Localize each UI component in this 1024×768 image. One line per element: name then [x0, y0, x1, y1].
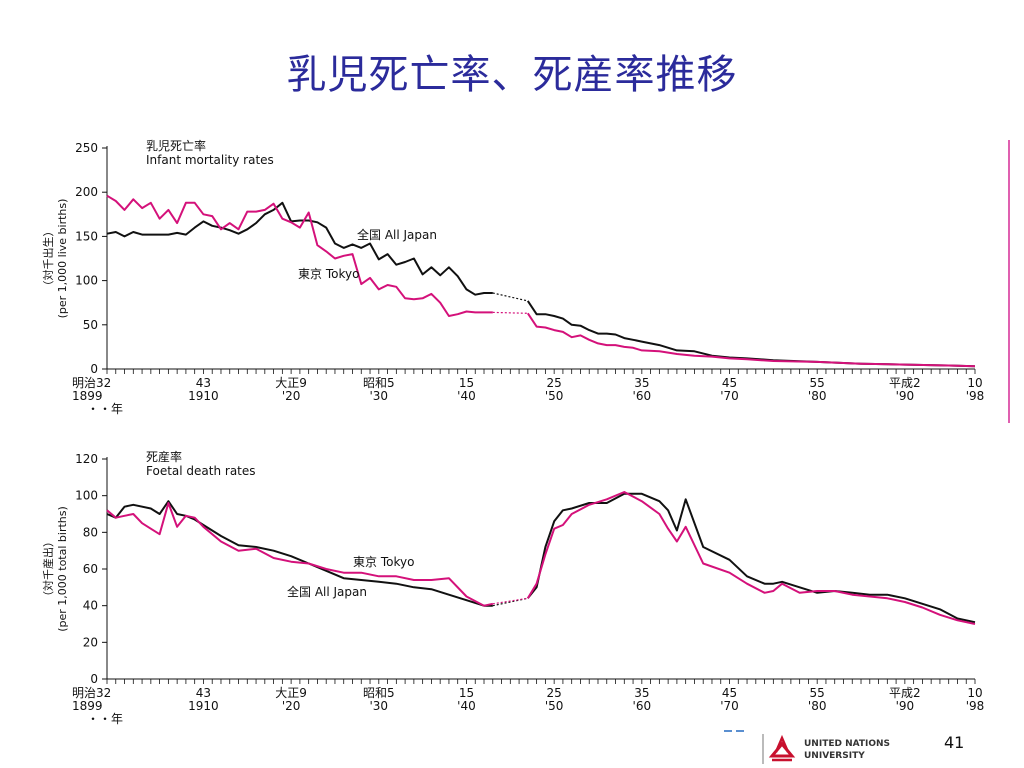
logo-line2: UNIVERSITY: [804, 751, 865, 761]
x-tick-label-era: 昭和5: [363, 686, 395, 700]
accent-bar: [1008, 140, 1010, 423]
all_japan-line-gap: [492, 597, 528, 607]
x-tick-label-year: '50: [545, 389, 564, 403]
x-tick-label-year: '60: [633, 699, 652, 713]
all_japan-line-prewar: [106, 500, 493, 607]
y-axis-label-en: (per 1,000 live births): [56, 199, 69, 319]
x-tick-label-year: '60: [633, 389, 652, 403]
chart-title: 乳児死亡率: [146, 138, 206, 153]
x-tick-label-year: '30: [370, 699, 389, 713]
y-axis-label-jp: （対千産出）: [41, 536, 55, 602]
x-tick-label-era: 15: [459, 686, 474, 700]
x-year-marker: ・・年: [87, 402, 123, 416]
y-tick-label: 100: [75, 274, 98, 288]
x-tick-label-era: 10: [967, 376, 982, 390]
x-tick-label-era: 10: [967, 686, 982, 700]
x-tick-label-year: '80: [808, 699, 827, 713]
all_japan-line-prewar: [106, 201, 493, 296]
x-tick-label-era: 明治32: [72, 686, 111, 700]
y-tick-label: 150: [75, 229, 98, 243]
x-year-marker: ・・年: [87, 712, 123, 726]
y-tick-label: 40: [83, 599, 98, 613]
chart-title: 死産率: [146, 449, 182, 464]
x-tick-label-year: '40: [457, 699, 476, 713]
x-tick-label-year: '30: [370, 389, 389, 403]
y-tick-label: 80: [83, 525, 98, 539]
y-tick-label: 200: [75, 185, 98, 199]
x-tick-label-year: 1899: [72, 699, 103, 713]
x-tick-label-era: 平成2: [889, 686, 921, 700]
tokyo-line-gap: [492, 311, 528, 314]
all_japan-line-postwar: [527, 492, 976, 624]
page-number: 41: [944, 733, 965, 752]
x-tick-label-year: '90: [896, 389, 915, 403]
y-tick-label: 120: [75, 452, 98, 466]
x-tick-label-era: 43: [196, 686, 211, 700]
all_japan-label: 全国 All Japan: [287, 584, 367, 599]
logo-line1: UNITED NATIONS: [804, 739, 891, 749]
x-tick-label-era: 大正9: [275, 686, 307, 700]
x-tick-label-year: '20: [282, 389, 301, 403]
all_japan-line-gap: [492, 292, 528, 302]
x-tick-label-era: 35: [634, 686, 649, 700]
tokyo-line-postwar: [526, 491, 976, 625]
x-tick-label-year: '98: [966, 699, 985, 713]
tokyo-line-prewar: [106, 194, 493, 317]
x-tick-label-year: 1910: [188, 699, 219, 713]
x-tick-label-year: 1910: [188, 389, 219, 403]
y-tick-label: 50: [83, 318, 98, 332]
x-tick-label-era: 45: [722, 686, 737, 700]
y-tick-label: 0: [90, 362, 98, 376]
tokyo-label: 東京 Tokyo: [298, 267, 359, 281]
slide-title: 乳児死亡率、死産率推移: [286, 52, 738, 98]
x-tick-label-era: 25: [547, 686, 562, 700]
chart-subtitle: Infant mortality rates: [146, 153, 274, 167]
x-tick-label-year: '70: [720, 389, 739, 403]
y-tick-label: 0: [90, 672, 98, 686]
unu-logo: UNITED NATIONS UNIVERSITY: [762, 728, 912, 768]
all_japan-line-postwar: [526, 300, 976, 368]
y-axis-label-jp: （対千出生）: [41, 226, 55, 292]
x-tick-label-era: 25: [547, 376, 562, 390]
x-tick-label-era: 55: [810, 686, 825, 700]
y-tick-label: 250: [75, 141, 98, 155]
x-tick-label-era: 15: [459, 376, 474, 390]
x-tick-label-era: 45: [722, 376, 737, 390]
x-tick-label-era: 55: [810, 376, 825, 390]
y-tick-label: 100: [75, 489, 98, 503]
x-tick-label-era: 平成2: [889, 376, 921, 390]
x-tick-label-year: 1899: [72, 389, 103, 403]
all_japan-label: 全国 All Japan: [357, 227, 437, 242]
unu-logo-icon: [762, 734, 796, 764]
tokyo-label: 東京 Tokyo: [353, 555, 414, 569]
chart-subtitle: Foetal death rates: [146, 464, 256, 478]
x-tick-label-year: '70: [720, 699, 739, 713]
tokyo-line-gap: [492, 597, 528, 605]
tokyo-line-postwar: [526, 312, 976, 368]
y-tick-label: 60: [83, 562, 98, 576]
x-tick-label-era: 35: [634, 376, 649, 390]
x-tick-label-era: 昭和5: [363, 376, 395, 390]
tokyo-line-prewar: [106, 502, 494, 607]
x-tick-label-era: 明治32: [72, 376, 111, 390]
x-tick-label-year: '98: [966, 389, 985, 403]
x-tick-label-year: '40: [457, 389, 476, 403]
x-tick-label-era: 43: [196, 376, 211, 390]
y-axis-label-en: (per 1,000 total births): [56, 506, 69, 632]
x-tick-label-year: '50: [545, 699, 564, 713]
x-tick-label-era: 大正9: [275, 376, 307, 390]
x-tick-label-year: '80: [808, 389, 827, 403]
x-tick-label-year: '90: [896, 699, 915, 713]
y-tick-label: 20: [83, 635, 98, 649]
decorative-dots: [724, 730, 744, 732]
x-tick-label-year: '20: [282, 699, 301, 713]
